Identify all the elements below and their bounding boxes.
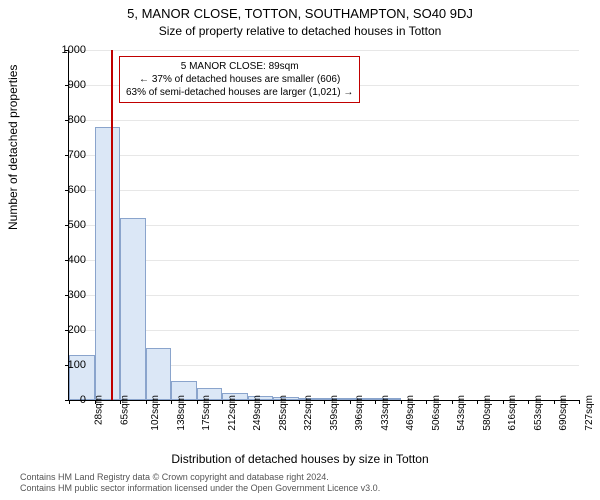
callout-line: ← 37% of detached houses are smaller (60…	[126, 73, 353, 86]
gridline	[69, 295, 579, 296]
xtick-mark	[95, 400, 96, 404]
callout-line: 63% of semi-detached houses are larger (…	[126, 86, 353, 99]
gridline	[69, 190, 579, 191]
attribution-footer: Contains HM Land Registry data © Crown c…	[20, 472, 380, 494]
gridline	[69, 155, 579, 156]
gridline	[69, 225, 579, 226]
histogram-bar	[95, 127, 121, 400]
xtick-label: 506sqm	[431, 395, 442, 431]
callout-line: 5 MANOR CLOSE: 89sqm	[126, 60, 353, 73]
xtick-label: 433sqm	[380, 395, 391, 431]
xtick-label: 727sqm	[584, 395, 595, 431]
xtick-label: 359sqm	[329, 395, 340, 431]
chart-container: 5, MANOR CLOSE, TOTTON, SOUTHAMPTON, SO4…	[0, 0, 600, 500]
ytick-label: 400	[46, 254, 86, 266]
xtick-label: 138sqm	[176, 395, 187, 431]
xtick-label: 212sqm	[227, 395, 238, 431]
ytick-label: 0	[46, 394, 86, 406]
gridline	[69, 260, 579, 261]
xtick-label: 102sqm	[150, 395, 161, 431]
ytick-label: 100	[46, 359, 86, 371]
footer-line: Contains HM public sector information li…	[20, 483, 380, 494]
footer-line: Contains HM Land Registry data © Crown c…	[20, 472, 380, 483]
callout-box: 5 MANOR CLOSE: 89sqm← 37% of detached ho…	[119, 56, 360, 103]
page-title: 5, MANOR CLOSE, TOTTON, SOUTHAMPTON, SO4…	[0, 6, 600, 21]
xtick-mark	[273, 400, 274, 404]
gridline	[69, 330, 579, 331]
xtick-mark	[452, 400, 453, 404]
xtick-label: 580sqm	[482, 395, 493, 431]
xtick-mark	[324, 400, 325, 404]
ytick-label: 200	[46, 324, 86, 336]
marker-line	[111, 50, 113, 400]
xtick-mark	[222, 400, 223, 404]
ytick-label: 1000	[46, 44, 86, 56]
xtick-mark	[503, 400, 504, 404]
xtick-label: 285sqm	[278, 395, 289, 431]
histogram-bar	[120, 218, 146, 400]
page-subtitle: Size of property relative to detached ho…	[0, 24, 600, 38]
ytick-label: 300	[46, 289, 86, 301]
xtick-mark	[401, 400, 402, 404]
gridline	[69, 50, 579, 51]
xtick-mark	[554, 400, 555, 404]
xtick-mark	[375, 400, 376, 404]
xtick-label: 249sqm	[252, 395, 263, 431]
xtick-label: 543sqm	[456, 395, 467, 431]
xtick-mark	[579, 400, 580, 404]
plot-area: 28sqm65sqm102sqm138sqm175sqm212sqm249sqm…	[68, 50, 579, 401]
xtick-mark	[171, 400, 172, 404]
xtick-label: 690sqm	[558, 395, 569, 431]
ytick-label: 900	[46, 79, 86, 91]
xtick-mark	[528, 400, 529, 404]
ytick-label: 700	[46, 149, 86, 161]
ytick-label: 600	[46, 184, 86, 196]
xtick-label: 175sqm	[201, 395, 212, 431]
xtick-mark	[477, 400, 478, 404]
xtick-mark	[146, 400, 147, 404]
y-axis-label: Number of detached properties	[6, 65, 20, 230]
ytick-label: 500	[46, 219, 86, 231]
xtick-label: 322sqm	[303, 395, 314, 431]
xtick-mark	[248, 400, 249, 404]
x-axis-label: Distribution of detached houses by size …	[0, 452, 600, 466]
ytick-label: 800	[46, 114, 86, 126]
gridline	[69, 120, 579, 121]
xtick-mark	[299, 400, 300, 404]
histogram-bar	[146, 348, 172, 401]
xtick-label: 469sqm	[405, 395, 416, 431]
xtick-label: 396sqm	[354, 395, 365, 431]
xtick-label: 616sqm	[507, 395, 518, 431]
xtick-mark	[120, 400, 121, 404]
xtick-label: 653sqm	[533, 395, 544, 431]
xtick-mark	[426, 400, 427, 404]
xtick-mark	[350, 400, 351, 404]
xtick-mark	[197, 400, 198, 404]
